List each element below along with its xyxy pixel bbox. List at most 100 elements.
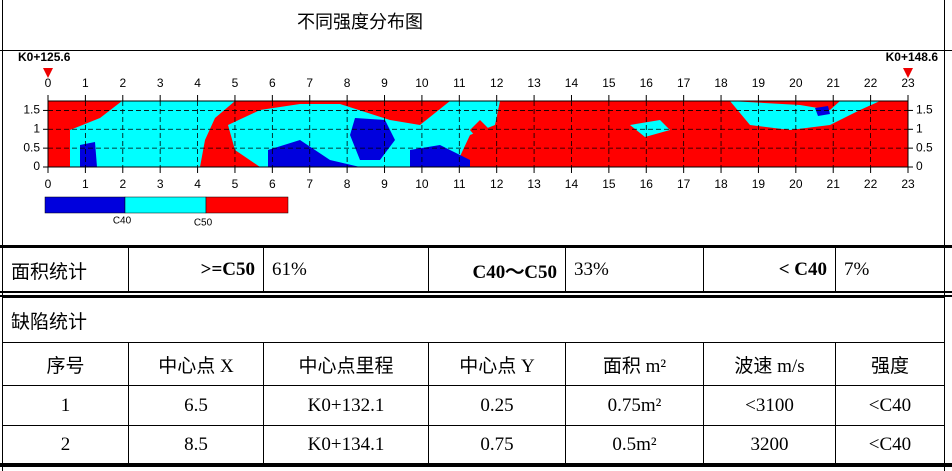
x-tick-label: 8 — [344, 76, 351, 90]
x-tick-label: 5 — [232, 76, 239, 90]
y-tick-label: 0 — [33, 159, 40, 173]
x-tick-label: 5 — [232, 177, 239, 191]
rule — [0, 295, 952, 297]
x-tick-label: 13 — [527, 76, 541, 90]
x-tick-label: 20 — [789, 177, 803, 191]
x-tick-label: 14 — [565, 177, 579, 191]
cell: 2 — [2, 425, 129, 464]
x-tick-label: 19 — [752, 76, 766, 90]
cell: 61% — [263, 247, 429, 293]
x-tick-label: 18 — [714, 177, 728, 191]
x-tick-label: 4 — [194, 76, 201, 90]
start-marker — [43, 68, 53, 78]
end-label: K0+148.6 — [886, 50, 939, 64]
end-marker — [903, 68, 913, 78]
x-tick-label: 18 — [714, 76, 728, 90]
x-tick-label: 15 — [602, 177, 616, 191]
x-tick-label: 2 — [119, 177, 126, 191]
legend-label: C40 — [113, 216, 132, 227]
y-tick-label: 0.5 — [916, 140, 933, 154]
border — [2, 0, 3, 471]
legend-label: C50 — [194, 218, 213, 229]
y-tick-label: 1.5 — [23, 103, 40, 117]
cell: 波速 m/s — [703, 342, 836, 386]
start-label: K0+125.6 — [18, 50, 71, 64]
cell: 0.75m² — [565, 385, 704, 426]
x-tick-label: 13 — [527, 177, 541, 191]
x-tick-label: 7 — [306, 76, 313, 90]
rule — [0, 291, 952, 293]
x-tick-label: 23 — [901, 76, 915, 90]
x-tick-label: 12 — [490, 76, 504, 90]
x-tick-label: 9 — [381, 76, 388, 90]
x-tick-label: 4 — [194, 177, 201, 191]
cell: 0.25 — [428, 385, 566, 426]
x-tick-label: 1 — [82, 177, 89, 191]
x-tick-label: 20 — [789, 76, 803, 90]
y-tick-label: 0.5 — [23, 140, 40, 154]
x-tick-label: 16 — [640, 76, 654, 90]
x-tick-label: 9 — [381, 177, 388, 191]
x-tick-label: 22 — [864, 177, 878, 191]
x-tick-label: 21 — [827, 177, 841, 191]
y-tick-label: 1 — [916, 121, 923, 135]
x-tick-label: 11 — [453, 76, 466, 90]
cell: 33% — [565, 247, 704, 293]
x-tick-label: 10 — [415, 76, 429, 90]
cell: 面积 m² — [565, 342, 704, 386]
cell: 缺陷统计 — [2, 297, 945, 343]
y-tick-label: 0 — [916, 159, 923, 173]
rule — [0, 463, 952, 467]
x-tick-label: 23 — [901, 177, 915, 191]
x-tick-label: 3 — [157, 76, 164, 90]
cell: K0+134.1 — [263, 425, 429, 464]
x-tick-label: 3 — [157, 177, 164, 191]
x-tick-label: 14 — [565, 76, 579, 90]
x-tick-label: 8 — [344, 177, 351, 191]
cell: >=C50 — [128, 247, 264, 293]
cell: 中心点里程 — [263, 342, 429, 386]
x-tick-label: 11 — [453, 177, 466, 191]
y-tick-label: 1 — [33, 121, 40, 135]
x-tick-label: 17 — [677, 177, 691, 191]
cell: 8.5 — [128, 425, 264, 464]
x-tick-label: 17 — [677, 76, 691, 90]
rule — [0, 245, 952, 248]
x-tick-label: 21 — [827, 76, 841, 90]
x-tick-label: 19 — [752, 177, 766, 191]
x-tick-label: 12 — [490, 177, 504, 191]
area-table: 面积统计 >=C50 61% C40～C50 33% < C40 7% — [2, 247, 945, 293]
x-tick-label: 10 — [415, 177, 429, 191]
x-tick-label: 6 — [269, 177, 276, 191]
x-tick-label: 0 — [45, 76, 52, 90]
cell: <3100 — [703, 385, 836, 426]
cell: 中心点 X — [128, 342, 264, 386]
cell: <C40 — [835, 385, 945, 426]
cell: 7% — [835, 247, 945, 293]
cell: 0.5m² — [565, 425, 704, 464]
x-tick-label: 0 — [45, 177, 52, 191]
x-tick-label: 1 — [82, 76, 89, 90]
cell: 面积统计 — [2, 247, 129, 293]
cell: 1 — [2, 385, 129, 426]
cell: 6.5 — [128, 385, 264, 426]
plot-frame — [47, 100, 909, 168]
rule — [0, 50, 952, 51]
legend-swatch — [124, 196, 207, 214]
cell: 强度 — [835, 342, 945, 386]
x-tick-label: 15 — [602, 76, 616, 90]
border — [944, 0, 945, 471]
cell: <C40 — [835, 425, 945, 464]
x-tick-label: 16 — [640, 177, 654, 191]
defect-table: 缺陷统计 序号 中心点 X 中心点里程 中心点 Y 面积 m² 波速 m/s 强度 1 6.5 K… — [2, 297, 945, 464]
c50-region — [470, 120, 490, 142]
cell: 中心点 Y — [428, 342, 566, 386]
x-tick-label: 2 — [119, 76, 126, 90]
cell: 3200 — [703, 425, 836, 464]
cell: K0+132.1 — [263, 385, 429, 426]
x-tick-label: 6 — [269, 76, 276, 90]
legend-swatch — [205, 196, 289, 214]
strength-map: K0+125.6 K0+148.6 C40 C50 00112233445566… — [18, 50, 939, 229]
x-tick-label: 7 — [306, 177, 313, 191]
